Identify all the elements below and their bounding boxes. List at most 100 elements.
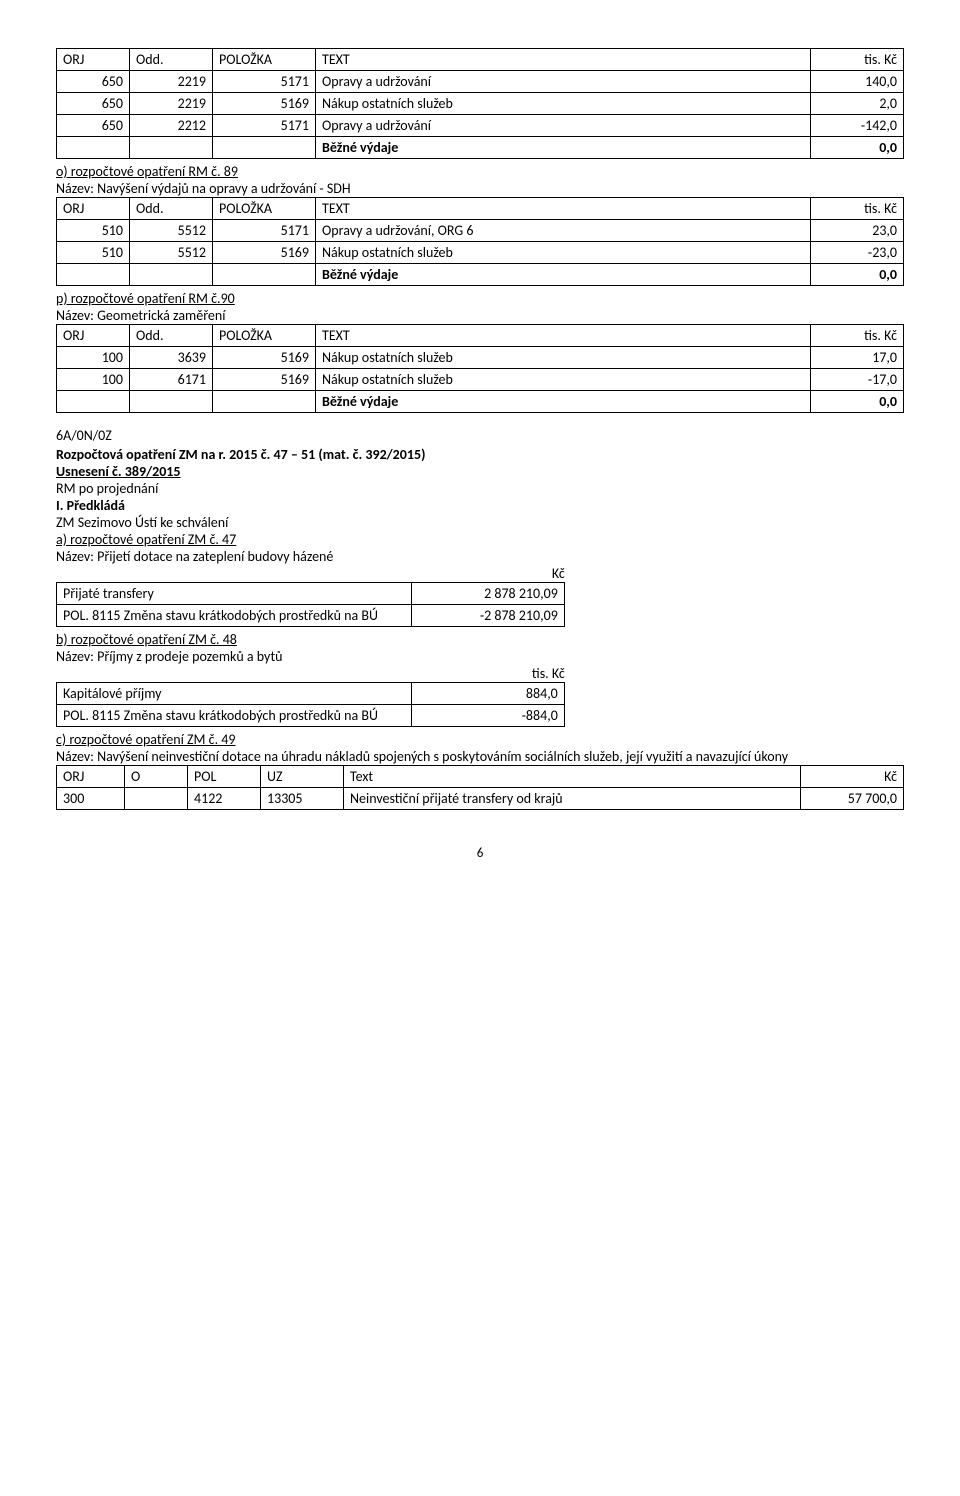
zm-line1: RM po projednání: [56, 480, 904, 497]
table-header-row: ORJ O POL UZ Text Kč: [57, 766, 904, 788]
th-uz: UZ: [261, 766, 344, 788]
th-pol: POL: [188, 766, 261, 788]
table-row: 650 2219 5171 Opravy a udržování 140,0: [57, 71, 904, 93]
cell: 5171: [213, 71, 316, 93]
cell: 5512: [130, 242, 213, 264]
cell: POL. 8115 Změna stavu krátkodobých prost…: [57, 705, 412, 727]
th-odd: Odd.: [130, 325, 213, 347]
section-b-unit: tis. Kč: [56, 665, 571, 682]
cell: [125, 788, 188, 810]
section-b-name: Název: Příjmy z prodeje pozemků a bytů: [56, 648, 904, 665]
cell: [213, 264, 316, 286]
cell: 0,0: [811, 391, 904, 413]
section-p-name: Název: Geometrická zaměření: [56, 307, 904, 324]
cell: 300: [57, 788, 125, 810]
table-row: POL. 8115 Změna stavu krátkodobých prost…: [57, 705, 565, 727]
th-odd: Odd.: [130, 49, 213, 71]
section-p-heading-text: p) rozpočtové opatření RM č.90: [56, 290, 235, 307]
cell: 884,0: [412, 683, 564, 705]
th-o: O: [125, 766, 188, 788]
cell: [130, 391, 213, 413]
cell: 0,0: [811, 264, 904, 286]
table-row: Přijaté transfery 2 878 210,09: [57, 583, 565, 605]
table-row: 650 2219 5169 Nákup ostatních služeb 2,0: [57, 93, 904, 115]
cell: 2219: [130, 71, 213, 93]
zm-title: Rozpočtová opatření ZM na r. 2015 č. 47 …: [56, 446, 904, 463]
th-orj: ORJ: [57, 766, 125, 788]
cell: 57 700,0: [801, 788, 904, 810]
section-o-heading-text: o) rozpočtové opatření RM č. 89: [56, 163, 238, 180]
cell: [57, 264, 130, 286]
th-orj: ORJ: [57, 49, 130, 71]
cell: POL. 8115 Změna stavu krátkodobých prost…: [57, 605, 412, 627]
table-header-row: ORJ Odd. POLOŽKA TEXT tis. Kč: [57, 198, 904, 220]
zm-usneseni: Usnesení č. 389/2015: [56, 463, 904, 480]
cell: 650: [57, 71, 130, 93]
cell: 13305: [261, 788, 344, 810]
cell: 5169: [213, 369, 316, 391]
cell: 100: [57, 347, 130, 369]
cell: Nákup ostatních služeb: [316, 347, 811, 369]
cell: 2212: [130, 115, 213, 137]
section-a-unit: Kč: [56, 565, 571, 582]
table-footer-row: Běžné výdaje 0,0: [57, 391, 904, 413]
cell: 2,0: [811, 93, 904, 115]
cell: 5512: [130, 220, 213, 242]
vote-line: 6A/0N/0Z: [56, 427, 904, 444]
cell: 5169: [213, 347, 316, 369]
section-c-heading: c) rozpočtové opatření ZM č. 49: [56, 731, 904, 748]
table-b: Kapitálové příjmy 884,0 POL. 8115 Změna …: [56, 682, 565, 727]
cell: Opravy a udržování: [316, 71, 811, 93]
cell: 510: [57, 220, 130, 242]
section-a-heading: a) rozpočtové opatření ZM č. 47: [56, 531, 904, 548]
cell: 510: [57, 242, 130, 264]
th-orj: ORJ: [57, 325, 130, 347]
section-a-name: Název: Přijetí dotace na zateplení budov…: [56, 548, 904, 565]
cell: Běžné výdaje: [316, 391, 811, 413]
th-text: TEXT: [316, 49, 811, 71]
cell: 17,0: [811, 347, 904, 369]
table-row: 510 5512 5169 Nákup ostatních služeb -23…: [57, 242, 904, 264]
cell: Kapitálové příjmy: [57, 683, 412, 705]
table-a: Přijaté transfery 2 878 210,09 POL. 8115…: [56, 582, 565, 627]
th-kc: tis. Kč: [811, 325, 904, 347]
cell: Běžné výdaje: [316, 137, 811, 159]
th-orj: ORJ: [57, 198, 130, 220]
cell: 140,0: [811, 71, 904, 93]
cell: 650: [57, 115, 130, 137]
section-o-name: Název: Navýšení výdajů na opravy a udržo…: [56, 180, 904, 197]
cell: Nákup ostatních služeb: [316, 93, 811, 115]
cell: 5169: [213, 242, 316, 264]
cell: -142,0: [811, 115, 904, 137]
cell: -17,0: [811, 369, 904, 391]
table-header-row: ORJ Odd. POLOŽKA TEXT tis. Kč: [57, 325, 904, 347]
cell: 5171: [213, 220, 316, 242]
th-odd: Odd.: [130, 198, 213, 220]
cell: Přijaté transfery: [57, 583, 412, 605]
cell: 2219: [130, 93, 213, 115]
cell: 23,0: [811, 220, 904, 242]
table-row: Kapitálové příjmy 884,0: [57, 683, 565, 705]
th-polozka: POLOŽKA: [213, 325, 316, 347]
cell: 0,0: [811, 137, 904, 159]
th-text: TEXT: [316, 325, 811, 347]
cell: Běžné výdaje: [316, 264, 811, 286]
th-text: TEXT: [316, 198, 811, 220]
th-kc: tis. Kč: [811, 49, 904, 71]
section-p-heading: p) rozpočtové opatření RM č.90: [56, 290, 904, 307]
cell: 6171: [130, 369, 213, 391]
section-c-name: Název: Navýšení neinvestiční dotace na ú…: [56, 748, 904, 765]
cell: 3639: [130, 347, 213, 369]
table-row: 650 2212 5171 Opravy a udržování -142,0: [57, 115, 904, 137]
th-kc: tis. Kč: [811, 198, 904, 220]
table-q: ORJ Odd. POLOŽKA TEXT tis. Kč 100 3639 5…: [56, 324, 904, 413]
cell: Opravy a udržování: [316, 115, 811, 137]
section-b-heading: b) rozpočtové opatření ZM č. 48: [56, 631, 904, 648]
table-header-row: ORJ Odd. POLOŽKA TEXT tis. Kč: [57, 49, 904, 71]
table-footer-row: Běžné výdaje 0,0: [57, 137, 904, 159]
table-row: 300 4122 13305 Neinvestiční přijaté tran…: [57, 788, 904, 810]
table-row: 510 5512 5171 Opravy a udržování, ORG 6 …: [57, 220, 904, 242]
cell: 4122: [188, 788, 261, 810]
cell: Nákup ostatních služeb: [316, 369, 811, 391]
cell: Neinvestiční přijaté transfery od krajů: [344, 788, 801, 810]
